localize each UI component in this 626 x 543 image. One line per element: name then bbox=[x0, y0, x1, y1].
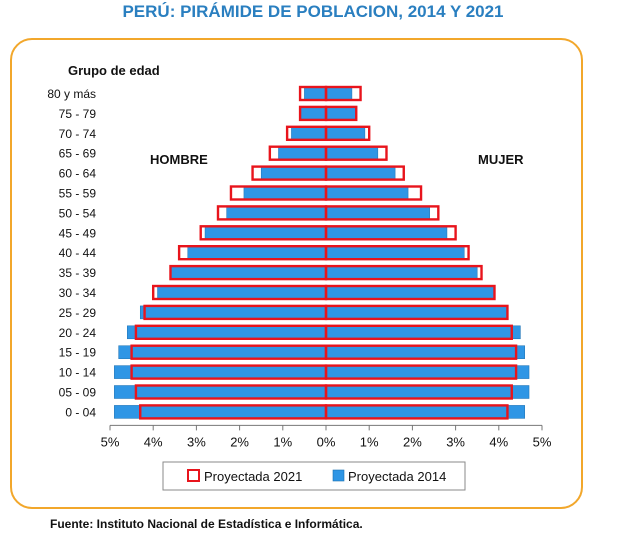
bar-2014-mujer bbox=[325, 226, 448, 240]
bar-2021-mujer bbox=[324, 145, 388, 161]
legend-swatch-2014 bbox=[332, 469, 345, 482]
bar-2014-hombre bbox=[278, 146, 327, 160]
y-tick-label: 15 - 19 bbox=[59, 346, 97, 360]
x-tick-label: 5% bbox=[101, 434, 120, 449]
y-axis-title: Grupo de edad bbox=[68, 63, 160, 78]
legend: Proyectada 2021 Proyectada 2014 bbox=[162, 461, 466, 491]
bar-2014-mujer bbox=[325, 385, 530, 399]
bar-2021-mujer bbox=[324, 384, 513, 400]
bar-2014-hombre bbox=[114, 385, 327, 399]
y-axis-labels: 80 y más 75 - 79 70 - 74 65 - 69 60 - 64 55 -… bbox=[47, 87, 96, 419]
bar-2014-mujer bbox=[325, 305, 508, 320]
legend-label-2021: Proyectada 2021 bbox=[204, 469, 302, 484]
bar-2021-mujer bbox=[324, 225, 457, 241]
x-axis-ticks: 5% 4% 3% 2% 1% 0% 1% 2% 3% 4% 5% bbox=[101, 425, 552, 449]
bar-2014-mujer bbox=[325, 345, 525, 359]
bar-2014-hombre bbox=[114, 365, 327, 379]
bar-2014-hombre bbox=[187, 245, 327, 260]
y-tick-label: 10 - 14 bbox=[59, 366, 97, 380]
bar-2014-hombre bbox=[226, 206, 327, 220]
bar-2021-mujer bbox=[324, 165, 405, 181]
x-tick-label: 1% bbox=[360, 434, 379, 449]
bar-2014-hombre bbox=[127, 325, 327, 340]
bar-2014-mujer bbox=[325, 206, 430, 220]
bar-2021-mujer bbox=[324, 85, 362, 102]
y-tick-label: 45 - 49 bbox=[59, 226, 97, 240]
bar-2014-hombre bbox=[204, 226, 327, 240]
bar-2021-mujer bbox=[324, 284, 496, 301]
bar-2014-mujer bbox=[325, 86, 353, 101]
bar-2014-mujer bbox=[325, 106, 357, 121]
x-tick-label: 4% bbox=[489, 434, 508, 449]
bar-2021-mujer bbox=[324, 244, 470, 261]
y-tick-label: 50 - 54 bbox=[59, 206, 97, 220]
legend-label-2014: Proyectada 2014 bbox=[348, 469, 446, 484]
x-tick-label: 2% bbox=[403, 434, 422, 449]
y-tick-label: 65 - 69 bbox=[59, 147, 97, 161]
bar-2014-mujer bbox=[325, 365, 530, 379]
x-tick-label: 3% bbox=[187, 434, 206, 449]
bars-group bbox=[114, 85, 530, 420]
bar-2021-mujer bbox=[324, 344, 518, 360]
bar-2014-mujer bbox=[325, 146, 379, 160]
bar-2014-hombre bbox=[170, 265, 327, 280]
x-tick-label: 4% bbox=[144, 434, 163, 449]
y-tick-label: 0 - 04 bbox=[65, 405, 96, 419]
y-tick-label: 20 - 24 bbox=[59, 326, 97, 340]
source-note: Fuente: Instituto Nacional de Estadístic… bbox=[50, 517, 363, 531]
y-tick-label: 55 - 59 bbox=[59, 187, 97, 201]
y-tick-label: 75 - 79 bbox=[59, 107, 97, 121]
bar-2014-mujer bbox=[325, 245, 465, 260]
bar-2014-hombre bbox=[291, 126, 327, 141]
bar-2014-mujer bbox=[325, 126, 366, 141]
x-tick-label: 5% bbox=[533, 434, 552, 449]
bar-2021-mujer bbox=[324, 125, 371, 142]
bar-2014-mujer bbox=[325, 186, 409, 200]
bar-2014-hombre bbox=[260, 166, 327, 180]
y-tick-label: 30 - 34 bbox=[59, 286, 97, 300]
bar-2014-hombre bbox=[243, 186, 327, 200]
y-tick-label: 70 - 74 bbox=[59, 127, 97, 141]
bar-2021-mujer bbox=[324, 404, 509, 420]
bar-2014-hombre bbox=[139, 305, 327, 320]
x-tick-label: 2% bbox=[230, 434, 249, 449]
bar-2021-mujer bbox=[324, 304, 509, 321]
x-tick-label: 0% bbox=[317, 434, 336, 449]
legend-swatch-2021 bbox=[187, 469, 200, 482]
y-tick-label: 60 - 64 bbox=[59, 167, 97, 181]
bar-2021-mujer bbox=[324, 205, 440, 221]
chart-title: PERÚ: PIRÁMIDE DE POBLACION, 2014 Y 2021 bbox=[122, 2, 504, 21]
bar-2021-mujer bbox=[324, 185, 423, 201]
chart-frame bbox=[10, 38, 583, 509]
bar-2014-hombre bbox=[304, 86, 327, 101]
mujer-label: MUJER bbox=[478, 152, 524, 167]
bar-2014-hombre bbox=[157, 285, 327, 300]
legend-box bbox=[162, 461, 466, 491]
y-tick-label: 25 - 29 bbox=[59, 306, 97, 320]
bar-2014-hombre bbox=[299, 106, 327, 121]
bar-2014-mujer bbox=[325, 405, 525, 419]
bar-2021-mujer bbox=[324, 264, 483, 281]
bar-2014-mujer bbox=[325, 325, 521, 340]
bar-2021-mujer bbox=[324, 105, 358, 122]
bar-2021-mujer bbox=[324, 364, 518, 380]
y-tick-label: 40 - 44 bbox=[59, 246, 97, 260]
bar-2014-hombre bbox=[118, 345, 327, 359]
bar-2021-mujer bbox=[324, 324, 513, 340]
bar-2014-mujer bbox=[325, 285, 495, 300]
bar-2014-mujer bbox=[325, 166, 396, 180]
x-tick-label: 3% bbox=[446, 434, 465, 449]
bar-2014-hombre bbox=[114, 405, 327, 419]
x-tick-label: 1% bbox=[273, 434, 292, 449]
hombre-label: HOMBRE bbox=[150, 152, 208, 167]
bar-2014-mujer bbox=[325, 265, 478, 280]
y-tick-label: 80 y más bbox=[47, 87, 96, 101]
y-tick-label: 35 - 39 bbox=[59, 266, 97, 280]
y-tick-label: 05 - 09 bbox=[59, 386, 97, 400]
